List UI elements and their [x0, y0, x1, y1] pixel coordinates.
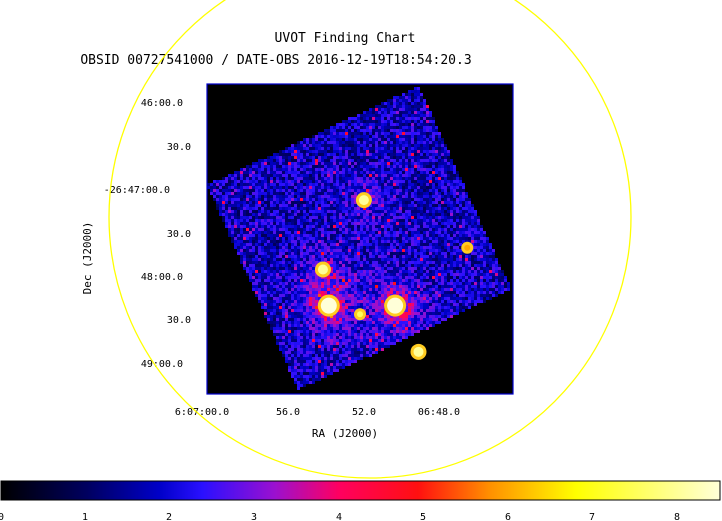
dec-tick-label: 30.0: [167, 315, 191, 326]
ra-tick-label: 56.0: [276, 407, 300, 418]
colorbar-tick-label: 8: [674, 512, 680, 521]
x-axis-label: RA (J2000): [312, 427, 378, 440]
chart-title: UVOT Finding Chart: [275, 31, 416, 46]
colorbar-tick-label: 1: [82, 512, 88, 521]
source-5: [357, 311, 363, 318]
colorbar-tick-label: 6: [505, 512, 511, 521]
colorbar-tick-label: 4: [336, 512, 342, 521]
source-2: [320, 297, 337, 314]
dec-tick-label: 30.0: [167, 142, 191, 153]
source-4: [358, 195, 369, 206]
colorbar-tick-label: 7: [589, 512, 595, 521]
dec-tick-label: 49:00.0: [141, 359, 183, 370]
source-7: [464, 244, 471, 251]
dec-tick-label: 46:00.0: [141, 98, 183, 109]
ra-tick-label: 6:07:00.0: [175, 407, 229, 418]
source-3: [317, 264, 328, 275]
colorbar-tick-label: 5: [420, 512, 426, 521]
source-6: [413, 346, 424, 357]
colorbar-tick-label: 0: [0, 512, 4, 521]
dec-tick-label: 30.0: [167, 229, 191, 240]
ra-tick-label: 52.0: [352, 407, 376, 418]
ra-axis: 6:07:00.0 56.0 52.0 06:48.0: [175, 407, 460, 418]
colorbar: [0, 480, 721, 501]
source-1: [387, 297, 404, 314]
chart-subtitle: OBSID 00727541000 / DATE-OBS 2016-12-19T…: [80, 53, 471, 68]
field-of-view-circle: [108, 0, 632, 479]
colorbar-ticks: 0 1 2 3 4 5 6 7 8: [0, 512, 680, 521]
uvot-image: [207, 87, 510, 390]
y-axis-label: Dec (J2000): [81, 222, 94, 295]
colorbar-tick-label: 3: [251, 512, 257, 521]
dec-tick-label: -26:47:00.0: [104, 185, 170, 196]
dec-axis: 46:00.0 30.0 -26:47:00.0 30.0 48:00.0 30…: [104, 98, 191, 370]
colorbar-tick-label: 2: [166, 512, 172, 521]
ra-tick-label: 06:48.0: [418, 407, 460, 418]
dec-tick-label: 48:00.0: [141, 272, 183, 283]
image-frame: [206, 83, 514, 395]
